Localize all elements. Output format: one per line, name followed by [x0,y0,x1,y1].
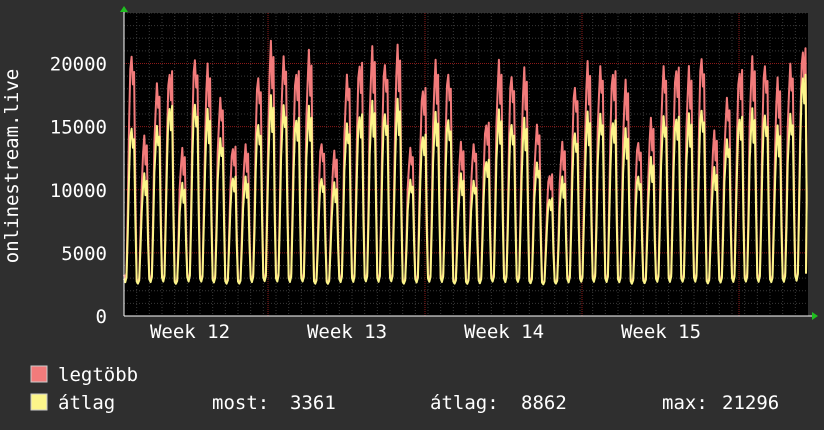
legend-label-legtobb: legtöbb [58,364,138,386]
x-tick-label: Week 14 [464,321,544,343]
stat-average-value: 8862 [521,392,567,414]
legend-swatch-atlag [30,393,48,411]
y-axis-arrow [120,6,128,12]
x-tick-labels: Week 12 Week 13 Week 14 Week 15 [150,321,701,343]
y-tick-labels: 0 5000 10000 15000 20000 [50,54,107,329]
x-tick-label: Week 13 [307,321,387,343]
y-tick-label: 0 [96,306,107,328]
stat-current-value: 3361 [290,392,336,414]
y-tick-label: 5000 [61,243,107,265]
legend-swatch-legtobb [30,365,48,383]
y-tick-label: 10000 [50,180,107,202]
y-axis-title: onlinestream.live [1,69,23,263]
axes [120,6,818,320]
legend-label-atlag: átlag [58,392,115,414]
y-tick-label: 15000 [50,117,107,139]
stat-current-label: most: [212,392,269,414]
stat-average-label: átlag: [430,392,499,414]
stat-max-label: max: [662,392,708,414]
series-line-atlag [123,73,808,286]
x-tick-label: Week 15 [621,321,701,343]
legend: legtöbb átlag [30,364,138,414]
series-layer [123,39,808,286]
x-axis-arrow [812,312,818,320]
x-tick-label: Week 12 [150,321,230,343]
stats-row: most: 3361 átlag: 8862 max: 21296 [212,392,779,414]
stat-max-value: 21296 [722,392,779,414]
y-tick-label: 20000 [50,54,107,76]
